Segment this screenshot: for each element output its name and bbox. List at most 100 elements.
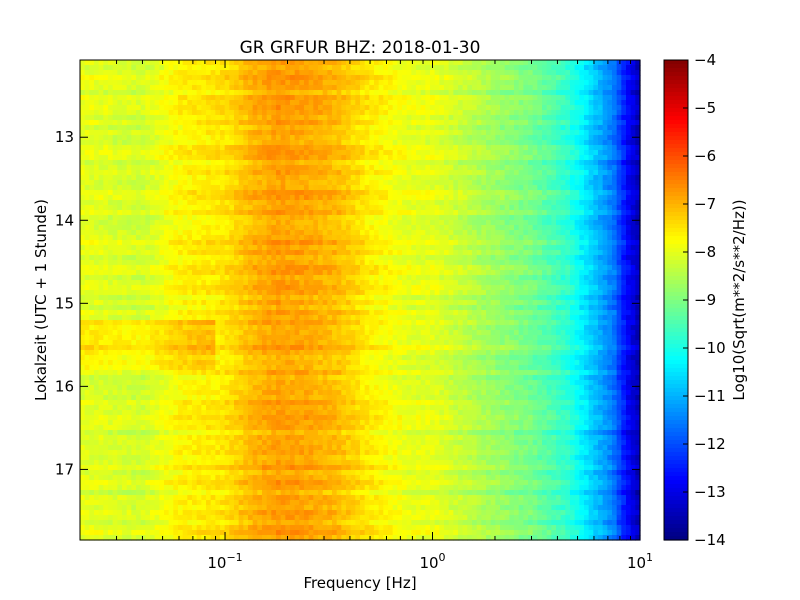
heatmap-cell — [192, 180, 198, 186]
heatmap-cell — [122, 190, 128, 196]
heatmap-cell — [126, 445, 132, 451]
heatmap-cell — [220, 115, 226, 121]
heatmap-cell — [80, 510, 86, 516]
heatmap-cell — [168, 165, 174, 171]
heatmap-cell — [140, 435, 146, 441]
heatmap-cell — [136, 520, 142, 526]
heatmap-cell — [80, 245, 86, 251]
heatmap-cell — [276, 435, 282, 441]
heatmap-cell — [80, 355, 86, 361]
heatmap-cell — [285, 155, 291, 161]
heatmap-cell — [154, 95, 160, 101]
heatmap-cell — [299, 85, 305, 91]
heatmap-cell — [154, 520, 160, 526]
heatmap-cell — [196, 185, 202, 191]
heatmap-cell — [285, 405, 291, 411]
heatmap-cell — [290, 195, 296, 201]
heatmap-cell — [182, 360, 188, 366]
heatmap-cell — [145, 145, 151, 151]
heatmap-cell — [108, 480, 114, 486]
heatmap-cell — [159, 110, 165, 116]
heatmap-cell — [290, 175, 296, 181]
heatmap-cell — [313, 310, 319, 316]
heatmap-cell — [173, 105, 179, 111]
heatmap-cell — [117, 120, 123, 126]
heatmap-cell — [234, 235, 240, 241]
heatmap-cell — [206, 150, 212, 156]
heatmap-cell — [257, 370, 263, 376]
heatmap-cell — [117, 80, 123, 86]
heatmap-cell — [266, 210, 272, 216]
heatmap-cell — [280, 175, 286, 181]
heatmap-cell — [182, 425, 188, 431]
heatmap-cell — [276, 300, 282, 306]
heatmap-cell — [182, 225, 188, 231]
heatmap-cell — [182, 115, 188, 121]
heatmap-cell — [150, 125, 156, 131]
heatmap-cell — [313, 140, 319, 146]
heatmap-cell — [84, 115, 90, 121]
heatmap-cell — [304, 280, 310, 286]
heatmap-cell — [126, 345, 132, 351]
heatmap-cell — [280, 490, 286, 496]
heatmap-cell — [304, 485, 310, 491]
heatmap-cell — [117, 450, 123, 456]
heatmap-cell — [318, 120, 324, 126]
heatmap-cell — [168, 375, 174, 381]
heatmap-cell — [210, 290, 216, 296]
heatmap-cell — [80, 380, 86, 386]
heatmap-cell — [89, 255, 95, 261]
heatmap-cell — [290, 460, 296, 466]
heatmap-cell — [108, 285, 114, 291]
heatmap-cell — [103, 235, 109, 241]
heatmap-cell — [196, 175, 202, 181]
heatmap-cell — [117, 420, 123, 426]
heatmap-cell — [229, 520, 235, 526]
heatmap-cell — [145, 295, 151, 301]
heatmap-cell — [150, 315, 156, 321]
heatmap-cell — [168, 385, 174, 391]
heatmap-cell — [145, 250, 151, 256]
heatmap-cell — [313, 410, 319, 416]
heatmap-cell — [154, 450, 160, 456]
heatmap-cell — [206, 120, 212, 126]
heatmap-cell — [299, 295, 305, 301]
heatmap-cell — [159, 180, 165, 186]
heatmap-cell — [136, 240, 142, 246]
heatmap-cell — [154, 350, 160, 356]
heatmap-cell — [178, 265, 184, 271]
heatmap-cell — [168, 500, 174, 506]
heatmap-cell — [215, 220, 221, 226]
heatmap-cell — [178, 390, 184, 396]
heatmap-cell — [206, 335, 212, 341]
heatmap-cell — [196, 510, 202, 516]
heatmap-cell — [224, 410, 230, 416]
heatmap-cell — [215, 410, 221, 416]
heatmap-cell — [117, 205, 123, 211]
heatmap-cell — [257, 305, 263, 311]
heatmap-cell — [150, 420, 156, 426]
heatmap-cell — [126, 525, 132, 531]
heatmap-cell — [294, 520, 300, 526]
heatmap-cell — [173, 495, 179, 501]
heatmap-cell — [98, 380, 104, 386]
heatmap-cell — [304, 520, 310, 526]
heatmap-cell — [248, 410, 254, 416]
heatmap-cell — [262, 515, 268, 521]
heatmap-cell — [94, 145, 100, 151]
heatmap-cell — [154, 100, 160, 106]
heatmap-cell — [117, 145, 123, 151]
heatmap-cell — [122, 275, 128, 281]
heatmap-cell — [84, 70, 90, 76]
heatmap-cell — [210, 95, 216, 101]
heatmap-cell — [122, 210, 128, 216]
heatmap-cell — [276, 65, 282, 71]
heatmap-cell — [271, 160, 277, 166]
heatmap-cell — [94, 70, 100, 76]
heatmap-cell — [164, 415, 170, 421]
heatmap-cell — [210, 365, 216, 371]
heatmap-cell — [215, 270, 221, 276]
heatmap-cell — [84, 270, 90, 276]
heatmap-cell — [159, 170, 165, 176]
heatmap-cell — [238, 185, 244, 191]
